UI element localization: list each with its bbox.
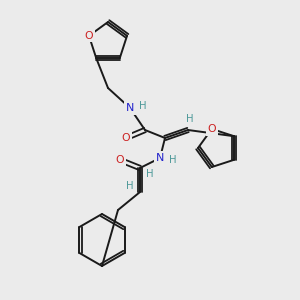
Text: H: H [186,114,194,124]
Text: O: O [85,31,93,41]
Text: O: O [116,155,124,165]
Text: O: O [122,133,130,143]
Text: H: H [126,181,134,191]
Text: H: H [169,155,177,165]
Text: H: H [139,101,147,111]
Text: H: H [146,169,154,179]
Text: O: O [208,124,216,134]
Text: N: N [126,103,134,113]
Text: N: N [156,153,164,163]
